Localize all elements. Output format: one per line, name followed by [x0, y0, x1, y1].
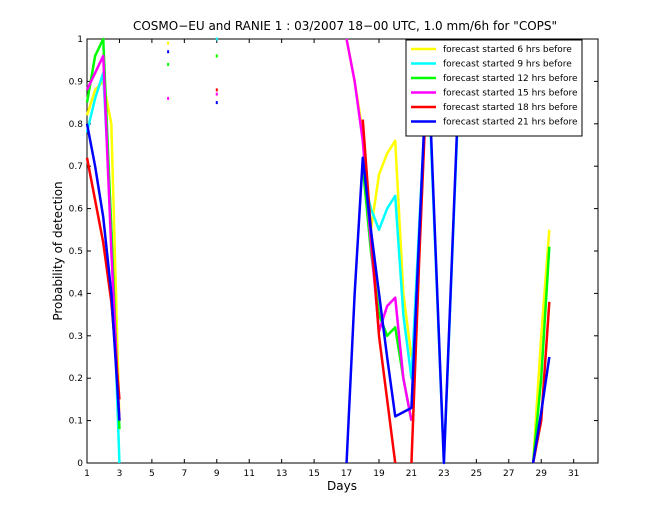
x-tick-label: 15 [308, 469, 319, 479]
x-tick-label: 21 [406, 469, 417, 479]
y-tick-label: 0 [77, 459, 83, 469]
y-tick-label: 1 [77, 35, 83, 45]
x-tick-label: 23 [438, 469, 449, 479]
legend-entry: forecast started 6 hrs before [443, 45, 572, 55]
data-point-forecast-started-15-hrs-before [215, 92, 218, 96]
series-line-forecast-started-6-hrs-before [531, 229, 551, 464]
series-line-forecast-started-21-hrs-before [85, 123, 121, 421]
legend-entry: forecast started 21 hrs before [443, 118, 578, 128]
axis-ticks: 1 3 5 7 9 11 13 15 17 19 21 23 25 27 29 3100.10.20.30.4… [69, 35, 598, 479]
y-tick-label: 0.2 [69, 374, 83, 384]
series-line-forecast-started-15-hrs-before [85, 54, 121, 421]
x-tick-label: 13 [276, 469, 287, 479]
x-tick-label: 7 [181, 469, 187, 479]
legend: forecast started 6 hrs before forecast st… [405, 39, 583, 137]
data-point-forecast-started-12-hrs-before [215, 54, 218, 58]
legend-entry: forecast started 9 hrs before [443, 60, 572, 70]
data-point-forecast-started-21-hrs-before [215, 101, 218, 105]
x-tick-label: 5 [149, 469, 155, 479]
series-lines [85, 37, 551, 465]
data-point-forecast-started-12-hrs-before [167, 62, 170, 66]
y-tick-label: 0.3 [69, 332, 83, 342]
y-axis-label: Probability of detection [51, 181, 65, 320]
y-tick-label: 0.5 [69, 247, 83, 257]
legend-box [405, 39, 583, 137]
y-tick-label: 0.7 [69, 162, 83, 172]
series-line-forecast-started-21-hrs-before [531, 356, 551, 464]
legend-entry: forecast started 15 hrs before [443, 89, 578, 99]
x-tick-label: 29 [535, 469, 547, 479]
legend-entry: forecast started 12 hrs before [443, 74, 578, 84]
x-tick-label: 9 [214, 469, 220, 479]
x-tick-label: 11 [243, 469, 254, 479]
y-tick-label: 0.6 [69, 205, 84, 215]
x-tick-label: 3 [117, 469, 123, 479]
data-point-forecast-started-18-hrs-before [215, 88, 218, 92]
data-point-forecast-started-15-hrs-before [167, 96, 170, 100]
chart-title: COSMO−EU and RANIE 1 : 03/2007 18−00 UTC… [133, 19, 557, 33]
x-tick-label: 31 [568, 469, 579, 479]
y-tick-label: 0.1 [69, 417, 83, 427]
x-tick-label: 17 [341, 469, 352, 479]
legend-entry: forecast started 18 hrs before [443, 103, 578, 113]
x-axis-label: Days [327, 479, 357, 493]
x-tick-label: 27 [503, 469, 514, 479]
y-tick-label: 0.9 [69, 77, 84, 87]
data-point-forecast-started-21-hrs-before [167, 50, 170, 54]
x-tick-label: 1 [84, 469, 90, 479]
y-tick-label: 0.8 [69, 120, 84, 130]
series-line-forecast-started-12-hrs-before [531, 246, 551, 464]
data-point-forecast-started-9-hrs-before [215, 37, 218, 41]
y-tick-label: 0.4 [69, 289, 84, 299]
data-point-forecast-started-6-hrs-before [167, 41, 170, 45]
series-line-forecast-started-18-hrs-before [361, 119, 397, 464]
x-tick-label: 25 [471, 469, 482, 479]
series-line-forecast-started-21-hrs-before [345, 46, 462, 465]
x-tick-label: 19 [373, 469, 385, 479]
